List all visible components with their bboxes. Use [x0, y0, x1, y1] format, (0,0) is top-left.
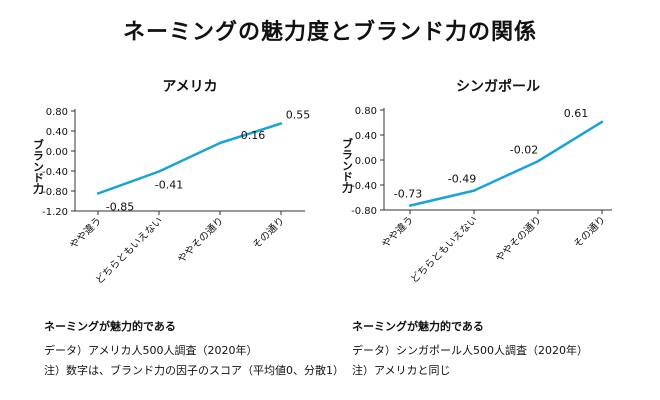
y-axis-label: ブランド力 — [32, 138, 45, 195]
footnote-usa: 注）数字は、ブランド力の因子のスコア（平均値0、分散1） — [44, 364, 344, 377]
x-tick-label: やや違う — [379, 213, 416, 250]
data-point — [536, 160, 540, 163]
data-label: -0.73 — [394, 188, 422, 201]
data-point — [600, 120, 604, 124]
y-tick-label: 0.80 — [46, 107, 68, 118]
x-axis-label-singapore: ネーミングが魅力的である — [352, 320, 484, 333]
source-note-usa: データ）アメリカ人500人調査（2020年） — [44, 344, 258, 357]
y-tick-label: 0.00 — [46, 147, 68, 158]
y-tick-label: -0.40 — [42, 167, 68, 178]
x-tick-label: どちらともいえない — [408, 214, 480, 286]
chart-title-usa: アメリカ — [162, 79, 218, 95]
y-tick-label: -0.80 — [42, 187, 68, 198]
series-line — [409, 120, 603, 207]
data-label: -0.02 — [510, 143, 538, 156]
x-tick-label: ややその通り — [493, 214, 544, 265]
x-axis-label-usa: ネーミングが魅力的である — [44, 320, 176, 333]
y-tick-label: 0.00 — [355, 156, 377, 167]
data-label: -0.49 — [448, 173, 476, 186]
source-note-singapore: データ）シンガポール人500人調査（2020年） — [352, 344, 588, 357]
data-label: 0.16 — [241, 129, 266, 142]
data-label: 0.55 — [286, 109, 311, 122]
y-tick-label: -0.80 — [351, 206, 377, 217]
y-tick-label: 0.80 — [355, 106, 377, 117]
data-point — [157, 170, 161, 173]
y-tick-label: -0.40 — [351, 181, 377, 192]
data-point — [408, 204, 412, 207]
data-label: -0.85 — [106, 201, 134, 214]
data-point — [279, 122, 283, 125]
page-title: ネーミングの魅力度とブランド力の関係 — [122, 20, 537, 45]
chart-usa: 0.800.400.00-0.40-0.80-1.20ブランド力やや違うどちらと… — [32, 107, 311, 287]
data-point — [472, 189, 476, 192]
footnote-singapore: 注）アメリカと同じ — [352, 364, 451, 377]
x-tick-label: その通り — [571, 214, 608, 251]
y-tick-label: -1.20 — [42, 207, 68, 218]
data-point — [218, 141, 222, 145]
data-point — [96, 192, 100, 195]
chart-singapore: 0.80 0.40 0.00 -0.40 -0.80 ブランド力やや違うどちらともいえない… — [341, 106, 612, 286]
y-tick-label: 0.40 — [355, 131, 377, 142]
y-axis-label: ブランド力 — [341, 137, 354, 194]
data-label: 0.61 — [564, 107, 589, 120]
y-tick-label: 0.40 — [46, 127, 68, 138]
data-label: -0.41 — [155, 179, 183, 192]
chart-title-singapore: シンガポール — [456, 79, 540, 95]
series-line — [97, 122, 282, 195]
